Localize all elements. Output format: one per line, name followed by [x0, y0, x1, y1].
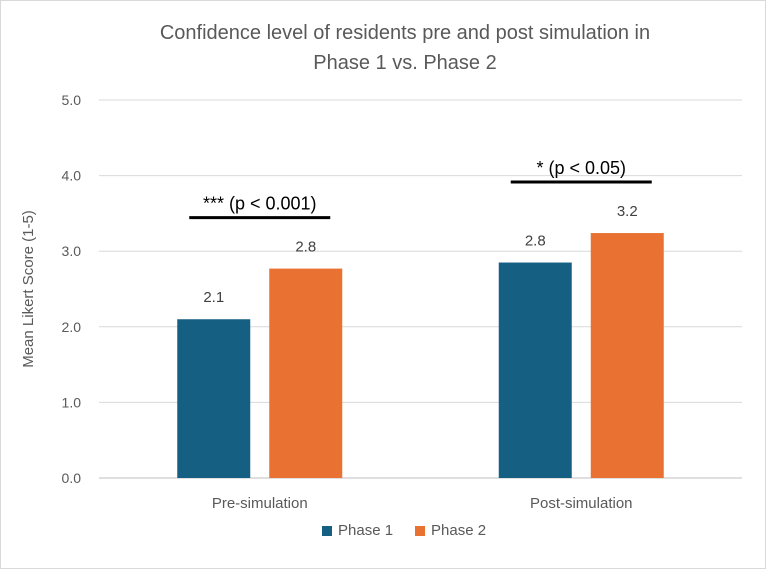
- legend: Phase 1 Phase 2: [322, 522, 486, 539]
- data-label: 2.8: [295, 239, 316, 256]
- bar: [269, 268, 343, 478]
- bar: [590, 233, 664, 478]
- y-tick-label: 1.0: [62, 394, 82, 410]
- chart-title-line-1: Confidence level of residents pre and po…: [159, 22, 651, 44]
- x-tick-label: Post-simulation: [530, 495, 633, 512]
- legend-swatch-phase-1: [322, 525, 332, 536]
- bar: [177, 319, 251, 478]
- y-tick-label: 4.0: [62, 168, 82, 184]
- legend-item-phase-1: Phase 1: [322, 522, 393, 539]
- data-label: 3.2: [617, 203, 638, 220]
- significance-label: *** (p < 0.001): [203, 194, 317, 214]
- legend-swatch-phase-2: [415, 525, 426, 536]
- y-tick-label: 0.0: [62, 470, 82, 486]
- y-tick-label: 5.0: [62, 92, 82, 108]
- legend-label-phase-1: Phase 1: [338, 522, 394, 539]
- y-axis-title: Mean Likert Score (1-5): [20, 210, 37, 368]
- data-label: 2.1: [203, 289, 224, 306]
- significance-label: * (p < 0.05): [536, 158, 626, 178]
- data-label: 2.8: [525, 233, 546, 250]
- bar: [498, 262, 572, 478]
- y-tick-label: 2.0: [62, 319, 82, 335]
- legend-label-phase-2: Phase 2: [431, 522, 487, 539]
- chart-title-line-2: Phase 1 vs. Phase 2: [313, 52, 497, 74]
- legend-item-phase-2: Phase 2: [415, 522, 486, 539]
- chart-title: Confidence level of residents pre and po…: [0, 18, 766, 78]
- y-tick-label: 3.0: [62, 243, 82, 259]
- x-tick-label: Pre-simulation: [212, 495, 308, 512]
